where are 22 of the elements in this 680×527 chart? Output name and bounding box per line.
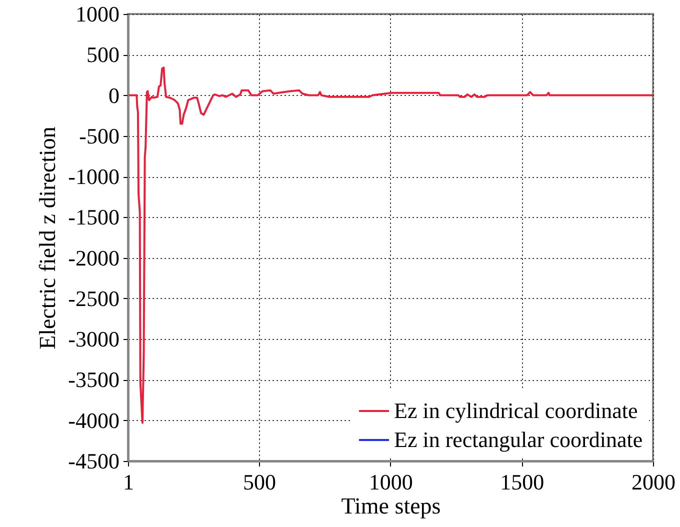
y-tick-label: -3000 (68, 326, 120, 352)
legend-label: Ez in rectangular coordinate (394, 427, 643, 452)
y-tick-label: -2500 (68, 286, 120, 311)
y-tick-label: -2000 (68, 245, 120, 270)
legend-label: Ez in cylindrical coordinate (394, 398, 638, 423)
y-tick-label: 0 (108, 82, 120, 108)
y-tick-label: -500 (79, 123, 120, 148)
line-series (128, 66, 653, 424)
x-tick-label: 1500 (500, 470, 544, 494)
x-axis-title: Time steps (341, 494, 441, 518)
x-tick-label: 1000 (368, 470, 413, 494)
y-tick-label: -4000 (68, 408, 120, 433)
y-tick-label: -1500 (68, 204, 120, 230)
y-axis-title: Electric field z direction (35, 126, 60, 350)
x-tick-label: 1 (123, 470, 134, 494)
y-tick-label: 1000 (76, 2, 120, 26)
y-tick-label: -1000 (68, 164, 120, 190)
y-tick-label: 500 (86, 42, 120, 68)
x-tick-label: 500 (243, 470, 276, 494)
x-tick-label: 2000 (632, 470, 676, 494)
y-tick-label: -4500 (68, 448, 120, 474)
y-tick-label: -3500 (68, 367, 120, 392)
